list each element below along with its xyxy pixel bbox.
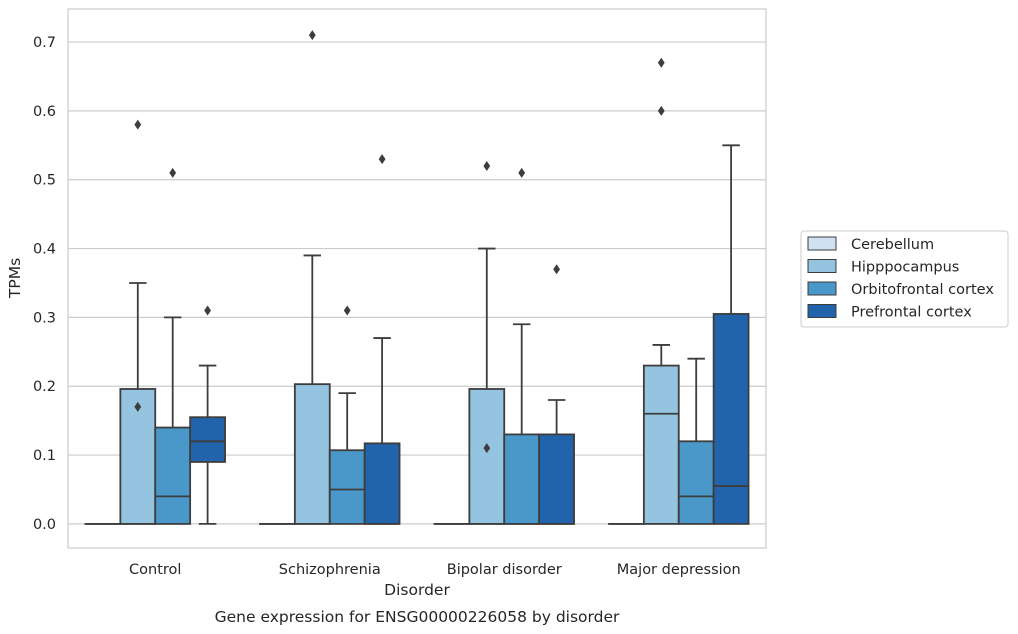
box	[189, 305, 226, 525]
legend: Cerebellum Hipppocampus Orbitofrontal cort…	[800, 230, 1009, 328]
x-axis-title: Disorder	[384, 581, 450, 599]
outlier-point	[134, 401, 142, 412]
box-body	[154, 426, 192, 525]
box	[154, 167, 192, 525]
category-group	[84, 119, 226, 525]
y-tick-label: 0.5	[33, 173, 56, 189]
x-tick-label: Schizophrenia	[279, 562, 381, 578]
outlier-point	[518, 167, 526, 178]
box-body	[677, 440, 715, 525]
box-body	[642, 364, 680, 525]
outlier-point	[483, 160, 491, 171]
x-tick-label: Major depression	[617, 562, 741, 578]
outlier-point	[657, 57, 665, 68]
box-body	[503, 433, 541, 525]
category-group	[433, 160, 575, 525]
legend-swatch	[807, 236, 837, 251]
legend-swatch	[807, 304, 837, 318]
box	[677, 357, 715, 525]
box-body	[293, 383, 331, 525]
y-axis-ticks: 0.0 0.1 0.2 0.3 0.4 0.5 0.6 0.7	[33, 35, 56, 533]
box	[293, 30, 331, 525]
legend-label: Prefrontal cortex	[851, 305, 972, 321]
box	[119, 119, 157, 525]
y-tick-label: 0.1	[33, 448, 56, 464]
y-tick-label: 0.6	[33, 104, 56, 120]
y-tick-label: 0.4	[33, 242, 56, 258]
x-axis-ticks: Control Schizophrenia Bipolar disorder Majo…	[129, 562, 741, 578]
box	[468, 160, 506, 525]
outlier-point	[657, 105, 665, 116]
outlier-point	[378, 154, 386, 165]
y-tick-label: 0.3	[33, 310, 56, 326]
box-body	[328, 449, 366, 525]
legend-swatch	[807, 259, 837, 273]
outlier-point	[483, 443, 491, 454]
outlier-point	[553, 264, 560, 275]
outlier-point	[204, 305, 211, 316]
y-tick-label: 0.0	[33, 517, 56, 533]
box	[363, 154, 401, 525]
legend-label: Cerebellum	[851, 237, 934, 253]
legend-frame	[800, 230, 1009, 328]
legend-label: Orbitofrontal cortex	[851, 282, 994, 298]
box-body	[468, 388, 506, 525]
box	[712, 144, 750, 525]
x-tick-label: Control	[129, 562, 181, 578]
box	[328, 305, 366, 525]
box	[503, 167, 541, 525]
box-body	[538, 433, 575, 525]
x-tick-label: Bipolar disorder	[447, 562, 562, 578]
legend-swatch	[807, 281, 837, 296]
plot-frame	[67, 8, 767, 549]
y-axis-title: TPMs	[6, 258, 24, 299]
box-body	[363, 442, 401, 525]
box-groups	[84, 30, 750, 525]
box	[538, 264, 575, 525]
outlier-point	[308, 30, 316, 41]
box-body	[189, 416, 226, 463]
box-body	[712, 313, 750, 525]
category-group	[259, 30, 401, 525]
y-tick-label: 0.7	[33, 35, 56, 51]
outlier-point	[134, 119, 142, 130]
category-group	[608, 57, 750, 525]
outlier-point	[169, 167, 177, 178]
legend-label: Hipppocampus	[851, 260, 959, 276]
y-tick-label: 0.2	[33, 379, 56, 395]
outlier-point	[343, 305, 351, 316]
chart-caption: Gene expression for ENSG00000226058 by d…	[215, 608, 620, 626]
